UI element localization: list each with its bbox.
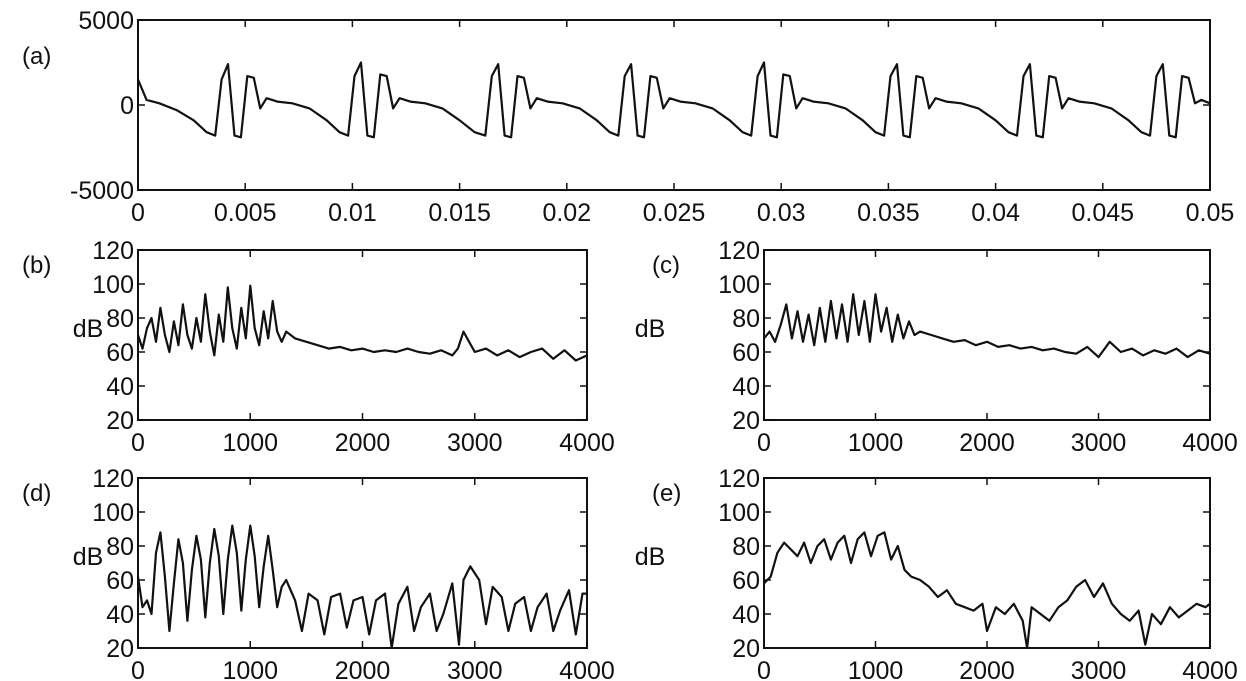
y-tick-label: 0 — [120, 92, 134, 120]
x-tick-label: 1000 — [222, 429, 278, 457]
y-tick-label: 5000 — [78, 7, 134, 35]
panel-label: (e) — [652, 480, 681, 507]
y-tick-label: 20 — [106, 407, 134, 435]
y-tick-label: 60 — [106, 567, 134, 595]
plot-frame — [763, 477, 1211, 649]
y-tick-label: 80 — [732, 305, 760, 333]
y-tick-label: 100 — [718, 271, 760, 299]
x-tick-label: 0 — [131, 199, 145, 227]
x-tick-label: 0.01 — [328, 199, 377, 227]
x-tick-label: 3000 — [1071, 429, 1127, 457]
panel-label: (d) — [22, 480, 51, 507]
x-tick-label: 0.025 — [643, 199, 706, 227]
series-line — [763, 293, 1211, 359]
x-tick-label: 4000 — [1182, 429, 1238, 457]
y-tick-label: 100 — [92, 499, 134, 527]
panel-label: (a) — [22, 43, 51, 70]
x-tick-label: 1000 — [848, 657, 904, 681]
panel-d: (d) dB 0 1000 2000 3000 4000 20 40 60 80 100 120 — [22, 465, 615, 681]
y-tick-label: 40 — [106, 601, 134, 629]
y-tick-label: 60 — [732, 567, 760, 595]
y-tick-label: -5000 — [70, 177, 134, 205]
y-tick-label: 20 — [106, 635, 134, 663]
y-tick-label: 20 — [732, 635, 760, 663]
plot-frame — [137, 249, 588, 421]
plot-frame — [763, 249, 1211, 421]
x-tick-label: 0.02 — [542, 199, 591, 227]
panel-b: (b) dB 0 1000 2000 3000 4000 20 40 60 80 100 120 — [22, 237, 615, 457]
x-tick-label: 0.05 — [1186, 199, 1235, 227]
y-tick-label: 120 — [92, 237, 134, 265]
series-line — [136, 284, 588, 362]
y-tick-label: 80 — [732, 533, 760, 561]
series-line — [136, 61, 1211, 139]
y-tick-label: 40 — [732, 601, 760, 629]
panel-c: (c) dB 0 1000 2000 3000 4000 20 40 60 80 100 120 — [635, 237, 1238, 457]
y-tick-label: 80 — [106, 305, 134, 333]
x-tick-label: 2000 — [335, 657, 391, 681]
y-tick-label: 120 — [718, 465, 760, 493]
y-tick-label: 80 — [106, 533, 134, 561]
y-tick-label: 120 — [92, 465, 134, 493]
x-tick-label: 3000 — [1071, 657, 1127, 681]
x-tick-label: 4000 — [559, 429, 615, 457]
x-tick-label: 0 — [757, 429, 771, 457]
y-tick-label: 100 — [92, 271, 134, 299]
plot-frame — [137, 477, 588, 649]
x-tick-label: 0.015 — [428, 199, 491, 227]
x-tick-label: 0 — [131, 657, 145, 681]
x-tick-label: 3000 — [447, 657, 503, 681]
panel-e: (e) dB 0 1000 2000 3000 4000 20 40 60 80 100 120 — [635, 465, 1238, 681]
panel-label: (b) — [22, 252, 51, 279]
panel-a: (a) 0 0.005 0.01 0.015 0.02 0.025 0.03 0.035 0.04… — [22, 7, 1234, 227]
y-tick-label: 60 — [106, 339, 134, 367]
x-tick-label: 0.005 — [214, 199, 277, 227]
x-tick-label: 0.045 — [1072, 199, 1135, 227]
y-tick-label: 40 — [732, 373, 760, 401]
x-tick-label: 0.035 — [857, 199, 920, 227]
x-tick-label: 2000 — [335, 429, 391, 457]
x-tick-label: 0 — [131, 429, 145, 457]
y-tick-label: 100 — [718, 499, 760, 527]
x-tick-label: 3000 — [447, 429, 503, 457]
y-tick-label: 40 — [106, 373, 134, 401]
x-tick-label: 2000 — [959, 657, 1015, 681]
y-axis-label: dB — [635, 543, 666, 571]
x-tick-label: 1000 — [222, 657, 278, 681]
x-tick-label: 1000 — [848, 429, 904, 457]
y-tick-label: 20 — [732, 407, 760, 435]
x-tick-label: 2000 — [959, 429, 1015, 457]
x-tick-label: 0.03 — [757, 199, 806, 227]
y-axis-label: dB — [635, 315, 666, 343]
series-line — [136, 524, 587, 650]
panel-label: (c) — [652, 252, 680, 279]
series-line — [763, 531, 1211, 650]
x-tick-label: 0 — [757, 657, 771, 681]
y-axis-label: dB — [73, 543, 104, 571]
x-tick-label: 0.04 — [971, 199, 1020, 227]
y-tick-label: 60 — [732, 339, 760, 367]
x-tick-label: 4000 — [1182, 657, 1238, 681]
x-tick-label: 4000 — [559, 657, 615, 681]
y-tick-label: 120 — [718, 237, 760, 265]
y-axis-label: dB — [73, 315, 104, 343]
